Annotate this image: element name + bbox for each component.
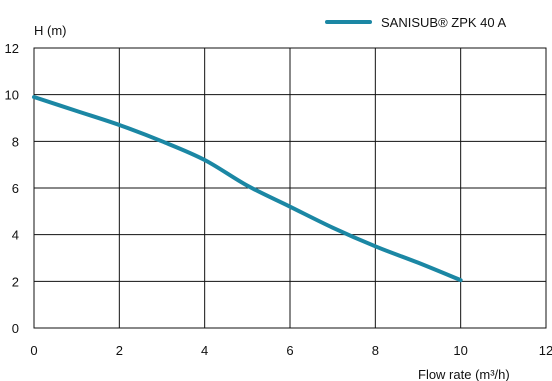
y-tick-label: 6: [12, 181, 19, 196]
y-tick-label: 12: [5, 41, 19, 56]
x-tick-label: 4: [201, 343, 208, 358]
y-axis-tick-labels: 0 2 4 6 8 10 12: [5, 41, 19, 336]
x-tick-label: 6: [286, 343, 293, 358]
x-tick-label: 0: [30, 343, 37, 358]
x-tick-label: 8: [372, 343, 379, 358]
y-tick-label: 0: [12, 321, 19, 336]
x-axis-tick-labels: 0 2 4 6 8 10 12: [30, 343, 552, 358]
series-layer: [32, 95, 463, 283]
chart-grid: [33, 47, 547, 329]
x-tick-label: 12: [539, 343, 552, 358]
x-tick-label: 10: [453, 343, 467, 358]
x-tick-label: 2: [116, 343, 123, 358]
y-tick-label: 10: [5, 88, 19, 103]
legend-label: SANISUB® ZPK 40 A: [381, 15, 507, 30]
y-tick-label: 2: [12, 274, 19, 289]
y-tick-label: 8: [12, 134, 19, 149]
plot-frame: [33, 47, 547, 329]
series-line: [32, 95, 463, 283]
plot-border: [33, 47, 547, 329]
legend: SANISUB® ZPK 40 A: [325, 15, 507, 30]
y-tick-label: 4: [12, 228, 19, 243]
y-axis-title: H (m): [34, 23, 67, 38]
x-axis-title: Flow rate (m³/h): [418, 367, 510, 381]
